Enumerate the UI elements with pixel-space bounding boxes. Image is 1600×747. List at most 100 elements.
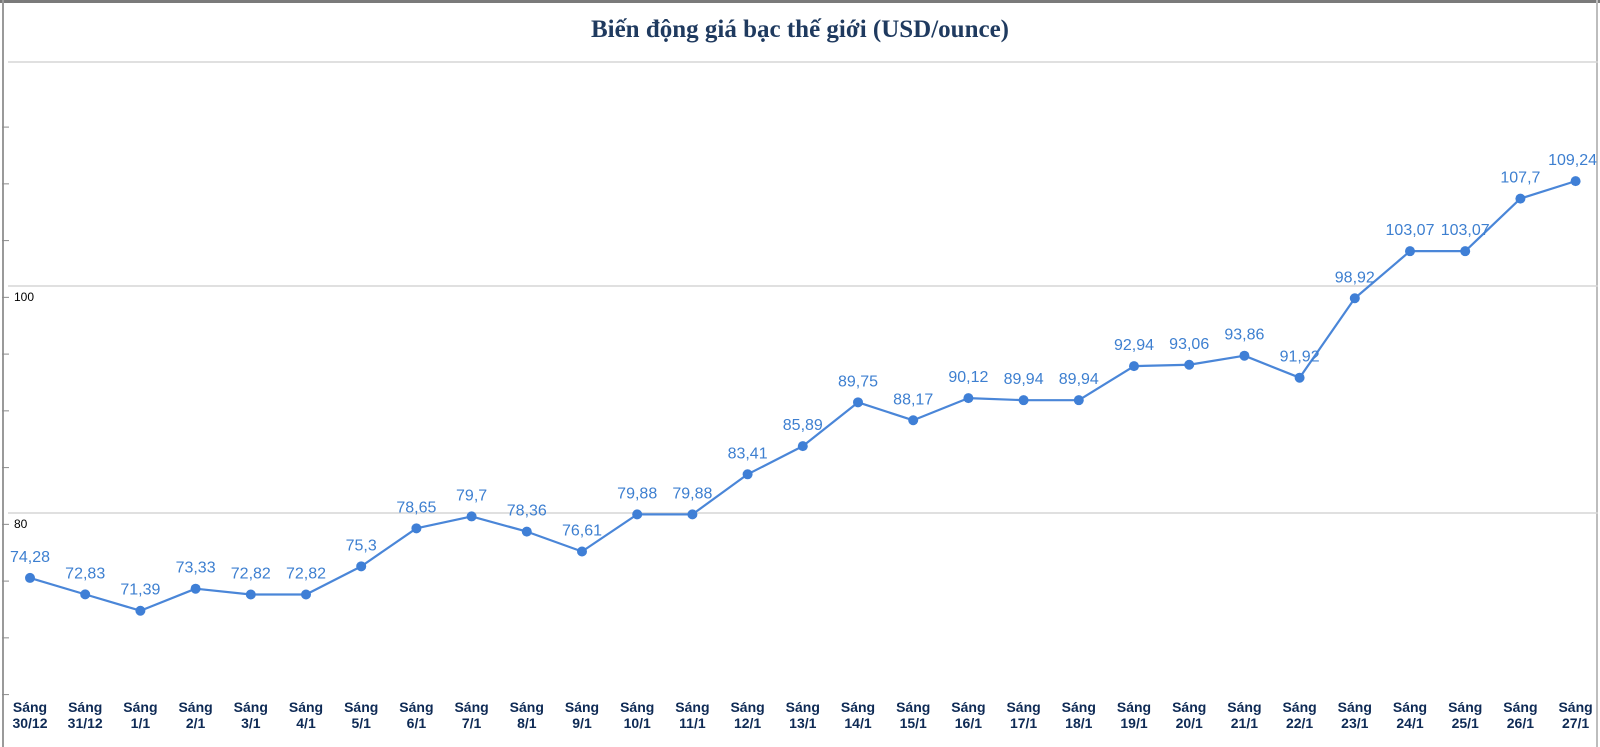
data-label: 107,7 [1500, 170, 1540, 187]
data-label: 74,28 [10, 549, 50, 566]
x-tick-label: Sáng 23/1 [1338, 699, 1372, 731]
data-point [853, 397, 863, 408]
data-label: 78,65 [396, 499, 436, 516]
data-point [1570, 176, 1581, 187]
data-label: 79,7 [456, 487, 487, 504]
x-tick-label: Sáng 2/1 [178, 699, 212, 731]
data-point [1129, 361, 1139, 372]
data-label: 93,86 [1224, 327, 1264, 344]
x-tick-label: Sáng 24/1 [1393, 699, 1427, 731]
data-point [1184, 359, 1195, 370]
data-label: 76,61 [562, 522, 602, 539]
data-label: 83,41 [728, 445, 768, 462]
x-tick-label: Sáng 11/1 [675, 699, 709, 731]
data-point [908, 415, 919, 426]
data-point [245, 589, 256, 600]
x-tick-label: Sáng 7/1 [454, 699, 488, 731]
frame-top-border [0, 0, 1600, 3]
frame-right-border [1596, 0, 1598, 747]
data-point [1239, 350, 1250, 361]
x-tick-label: Sáng 20/1 [1172, 699, 1206, 731]
y-tick-label-100: 100 [14, 290, 34, 304]
x-tick-label: Sáng 21/1 [1227, 699, 1261, 731]
data-point [190, 583, 201, 594]
data-point [1349, 293, 1360, 304]
data-point [80, 589, 91, 600]
x-tick-label: Sáng 18/1 [1062, 699, 1096, 731]
data-label: 72,83 [65, 565, 105, 582]
data-point [356, 561, 367, 572]
data-point [1405, 246, 1415, 257]
x-tick-label: Sáng 9/1 [565, 699, 599, 731]
x-tick-label: Sáng 22/1 [1282, 699, 1316, 731]
data-point [1294, 372, 1305, 383]
y-axis-ticks: 80 100 [2, 126, 34, 696]
data-label: 92,94 [1114, 337, 1154, 354]
x-axis-labels: Sáng 30/12 Sáng 31/12 Sáng 1/1 Sáng 2/1 Sáng 3/1 S… [12, 699, 1592, 731]
data-point [963, 393, 974, 404]
data-point [632, 509, 643, 520]
data-point [301, 589, 311, 600]
data-label: 79,88 [617, 485, 657, 502]
series-polyline [29, 180, 1576, 612]
data-label: 91,92 [1280, 349, 1320, 366]
data-point [797, 441, 808, 452]
data-label: 98,92 [1335, 269, 1375, 286]
x-tick-label: Sáng 19/1 [1117, 699, 1151, 731]
x-tick-label: Sáng 1/1 [123, 699, 157, 731]
data-label: 75,3 [346, 537, 377, 554]
x-tick-label: Sáng 10/1 [620, 699, 654, 731]
x-tick-label: Sáng 31/12 [68, 699, 103, 731]
data-label: 89,94 [1004, 371, 1044, 388]
data-label: 88,17 [893, 391, 933, 408]
data-point [25, 572, 35, 583]
data-label: 90,12 [948, 369, 988, 386]
data-point [521, 526, 532, 537]
data-point [687, 509, 698, 520]
data-labels: 74,28 72,83 71,39 73,33 72,82 72,82 75,3 78,65 7… [10, 152, 1597, 599]
data-label: 85,89 [783, 417, 823, 434]
data-point [1460, 246, 1471, 257]
data-point [1515, 193, 1526, 204]
data-label: 103,07 [1441, 222, 1490, 239]
x-tick-label: Sáng 15/1 [896, 699, 930, 731]
x-tick-label: Sáng 27/1 [1558, 699, 1592, 731]
x-tick-label: Sáng 3/1 [234, 699, 268, 731]
series-line [29, 180, 1576, 612]
data-label: 89,75 [838, 373, 878, 390]
data-points [25, 176, 1581, 616]
data-label: 72,82 [286, 565, 326, 582]
x-tick-label: Sáng 25/1 [1448, 699, 1482, 731]
data-point [577, 546, 587, 557]
data-label: 79,88 [672, 485, 712, 502]
data-point [1018, 395, 1029, 406]
frame-left-border [2, 0, 4, 747]
data-label: 109,24 [1548, 152, 1597, 169]
x-tick-label: Sáng 8/1 [510, 699, 544, 731]
data-label: 72,82 [231, 565, 271, 582]
data-label: 78,36 [507, 503, 547, 520]
chart-title: Biến động giá bạc thế giới (USD/ounce) [590, 16, 1010, 43]
data-label: 89,94 [1059, 371, 1099, 388]
grid-lines [8, 61, 1598, 514]
data-point [466, 511, 477, 522]
data-label: 73,33 [176, 560, 216, 577]
data-point [411, 523, 422, 534]
x-tick-label: Sáng 6/1 [399, 699, 433, 731]
x-tick-label: Sáng 17/1 [1006, 699, 1040, 731]
data-label: 93,06 [1169, 336, 1209, 353]
data-point [1073, 395, 1084, 406]
data-label: 71,39 [120, 582, 160, 599]
x-tick-label: Sáng 4/1 [289, 699, 323, 731]
data-point [135, 605, 146, 616]
x-tick-label: Sáng 5/1 [344, 699, 378, 731]
y-tick-label-80: 80 [14, 517, 28, 531]
x-tick-label: Sáng 16/1 [951, 699, 985, 731]
data-point [742, 469, 753, 480]
x-tick-label: Sáng 26/1 [1503, 699, 1537, 731]
x-tick-label: Sáng 13/1 [786, 699, 820, 731]
data-label: 103,07 [1386, 222, 1435, 239]
x-tick-label: Sáng 12/1 [730, 699, 764, 731]
